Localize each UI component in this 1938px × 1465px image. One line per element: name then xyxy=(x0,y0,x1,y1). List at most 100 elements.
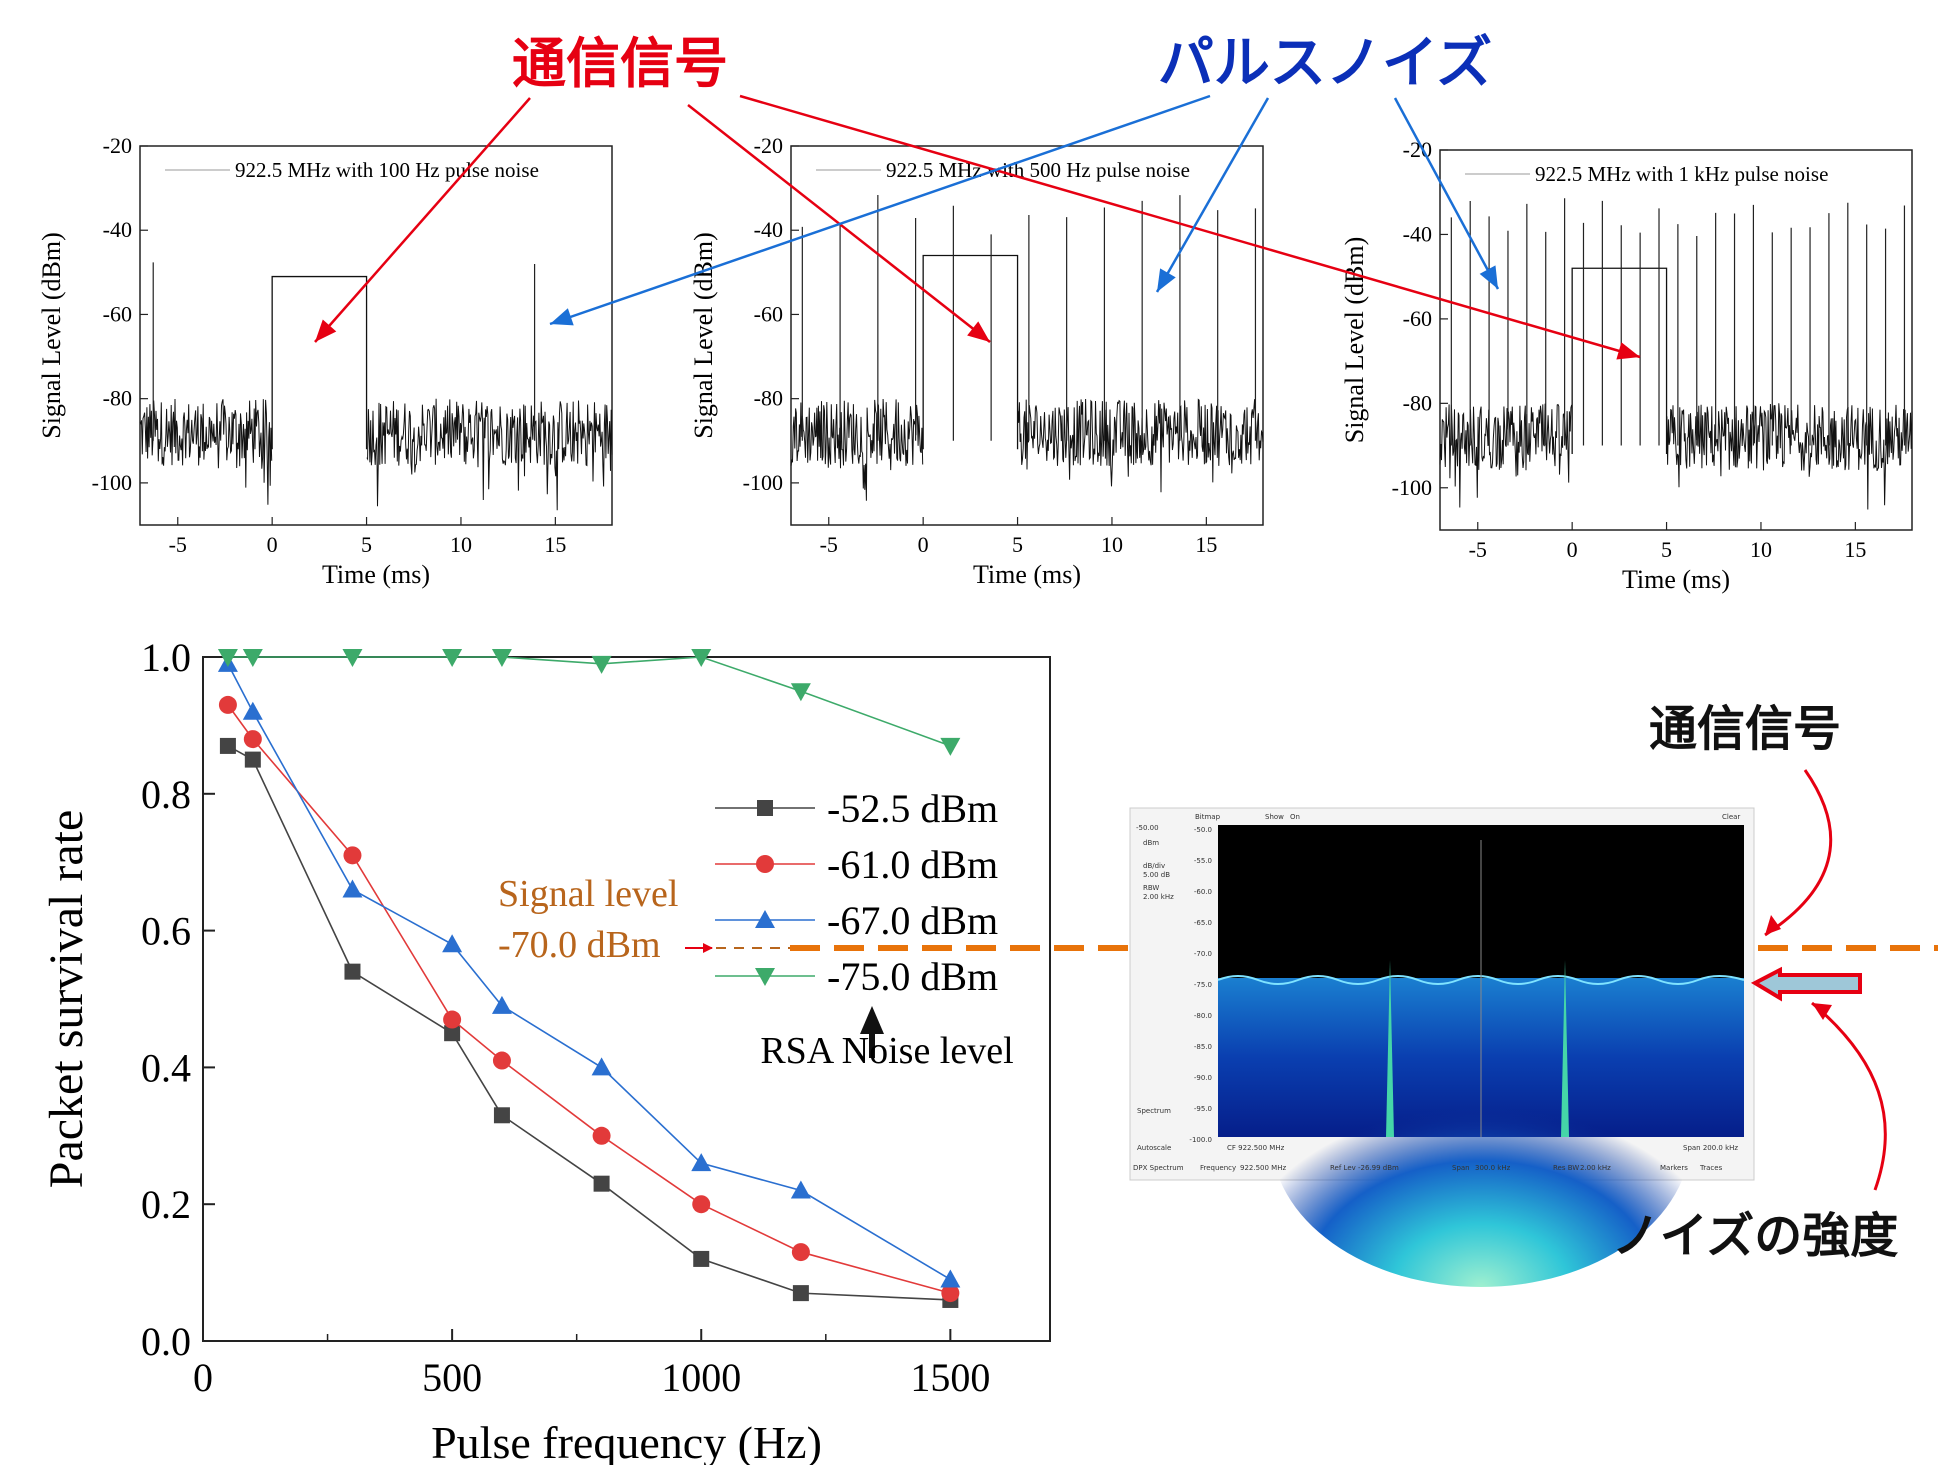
arrow-blue-1-head xyxy=(550,308,574,326)
arrow-blue-1 xyxy=(549,94,1211,326)
y-tick-label: -80 xyxy=(1403,390,1432,415)
rsa-status-item: Traces xyxy=(1699,1164,1723,1172)
rsa-y-label: -55.0 xyxy=(1194,857,1212,865)
rsa-span-right: Span 200.0 kHz xyxy=(1683,1144,1738,1152)
x-tick-label: -5 xyxy=(1469,537,1487,562)
data-point xyxy=(242,701,263,720)
rsa-trace xyxy=(1217,975,1745,985)
data-point xyxy=(940,737,961,756)
arrow-blue-2 xyxy=(1155,97,1270,293)
arrow-red-right-top-head xyxy=(1765,915,1781,935)
x-tick-label: -5 xyxy=(169,532,187,557)
legend-text: 922.5 MHz with 100 Hz pulse noise xyxy=(235,158,539,182)
rsa-y-label: -90.0 xyxy=(1194,1074,1212,1082)
data-point xyxy=(491,995,512,1014)
x-tick-label: -5 xyxy=(820,532,838,557)
legend-marker xyxy=(755,910,775,928)
data-point xyxy=(593,1175,610,1192)
data-point xyxy=(442,649,463,667)
signal-burst xyxy=(922,254,1019,450)
arrow-red-3-head xyxy=(1616,342,1640,360)
y-axis-label: Signal Level (dBm) xyxy=(37,232,66,439)
rsa-y-label: -80.0 xyxy=(1194,1012,1212,1020)
noise-level-arrow-head xyxy=(860,1006,884,1034)
rsa-status-item: Frequency xyxy=(1200,1164,1236,1172)
data-point xyxy=(242,649,263,667)
y-tick-label: 0.0 xyxy=(141,1319,191,1364)
data-point xyxy=(219,737,236,754)
rsa-rbw-label: RBW xyxy=(1143,884,1159,892)
x-tick-label: 1500 xyxy=(910,1355,990,1400)
data-point xyxy=(217,649,238,667)
rsa-y-label: -100.0 xyxy=(1189,1136,1212,1144)
rsa-status-item: Ref Lev xyxy=(1330,1164,1356,1172)
rsa-status-item: Res BW xyxy=(1553,1164,1579,1172)
rsa-status-item: Markers xyxy=(1660,1164,1688,1172)
x-tick-label: 10 xyxy=(1750,537,1772,562)
rsa-y-label: -50.0 xyxy=(1194,826,1212,834)
comm-signal-label: 通信信号 xyxy=(512,32,728,95)
arrow-red-1 xyxy=(314,97,531,343)
data-point xyxy=(792,1285,809,1302)
y-axis-label: Signal Level (dBm) xyxy=(689,232,718,439)
arrow-red-right-bottom xyxy=(1811,1001,1887,1191)
legend-marker xyxy=(756,855,774,873)
plot-frame xyxy=(1439,149,1913,531)
series-1: -61.0 dBm xyxy=(218,695,998,1303)
rsa-y-label: -75.0 xyxy=(1194,981,1212,989)
rsa-screenshot: -50.0 -55.0 -60.0 -65.0 -70.0 -75.0 -80.0 -85.0… xyxy=(1129,807,1755,1287)
y-tick-label: -40 xyxy=(754,217,783,242)
y-tick-label: 1.0 xyxy=(141,635,191,680)
x-tick-label: 5 xyxy=(1012,532,1023,557)
rsa-cf: CF 922.500 MHz xyxy=(1227,1144,1285,1152)
y-tick-label: 0.6 xyxy=(141,909,191,954)
y-tick-label: -60 xyxy=(1403,306,1432,331)
y-tick-label: -40 xyxy=(103,217,132,242)
data-point xyxy=(343,846,362,865)
noise-level-block-arrow xyxy=(1750,966,1862,1002)
rsa-noise-level-label: RSA Noise level xyxy=(760,1030,1013,1072)
y-tick-label: -80 xyxy=(103,386,132,411)
data-point xyxy=(218,695,237,714)
time-panel-1: -5 0 5 10 15 -20 -40 -60 -80 -100 Time (ms) Signal … xyxy=(37,133,613,589)
data-point xyxy=(693,1250,710,1267)
data-point xyxy=(491,649,512,667)
rsa-rbw-value: 2.00 kHz xyxy=(1143,893,1174,901)
y-tick-label: -20 xyxy=(103,133,132,158)
rsa-autoscale: Autoscale xyxy=(1137,1144,1171,1152)
arrow-blue-2-head xyxy=(1157,268,1176,292)
legend-label: -67.0 dBm xyxy=(827,898,998,943)
data-point xyxy=(444,1025,461,1042)
legend-label: -75.0 dBm xyxy=(827,954,998,999)
signal-burst xyxy=(271,275,368,450)
rsa-on: On xyxy=(1290,813,1300,821)
x-tick-label: 0 xyxy=(918,532,929,557)
rsa-spur xyxy=(1386,960,1394,1137)
data-point xyxy=(493,1107,510,1124)
series-2: -67.0 dBm xyxy=(217,653,998,1288)
rsa-spectrum: Spectrum xyxy=(1137,1107,1171,1115)
data-point xyxy=(244,751,261,768)
y-tick-label: -100 xyxy=(743,470,783,495)
rsa-y-label: -85.0 xyxy=(1194,1043,1212,1051)
data-point xyxy=(243,730,262,749)
y-axis-label: Packet survival rate xyxy=(40,810,93,1189)
noise-strength-label: ノイズの強度 xyxy=(1612,1208,1899,1264)
rsa-y-label: -70.0 xyxy=(1194,950,1212,958)
rsa-clear: Clear xyxy=(1722,813,1740,821)
x-axis-label: Pulse frequency (Hz) xyxy=(431,1417,822,1465)
rsa-spur xyxy=(1561,960,1569,1137)
arrow-red-1-head xyxy=(315,319,337,342)
data-point xyxy=(342,879,363,898)
rsa-y-label: -65.0 xyxy=(1194,919,1212,927)
data-point xyxy=(790,683,811,702)
survival-frame xyxy=(202,656,1051,1342)
pulse-noise-label: パルスノイズ xyxy=(1158,31,1492,96)
legend-text: 922.5 MHz with 500 Hz pulse noise xyxy=(886,158,1190,182)
y-tick-label: -100 xyxy=(92,470,132,495)
rsa-y-label: -60.0 xyxy=(1194,888,1212,896)
arrow-blue-3-head xyxy=(1479,265,1498,289)
rsa-status-item: 300.0 kHz xyxy=(1475,1164,1511,1172)
legend-text: 922.5 MHz with 1 kHz pulse noise xyxy=(1535,162,1828,186)
